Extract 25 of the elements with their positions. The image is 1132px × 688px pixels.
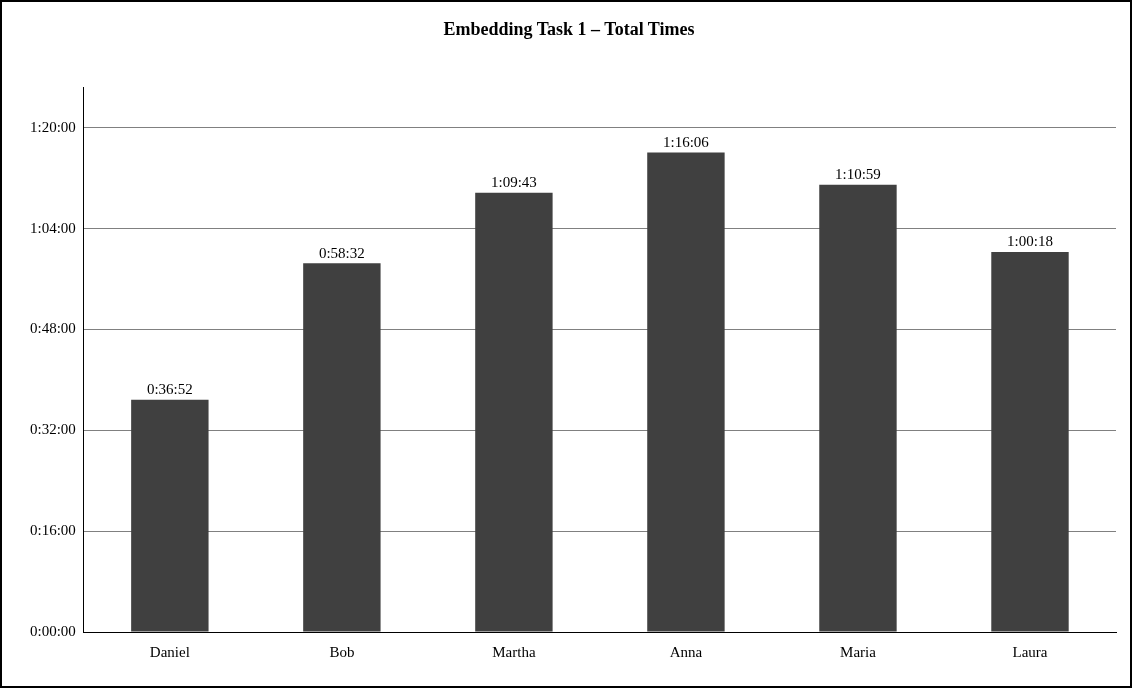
x-tick-label: Anna [669,643,703,660]
chart-title: Embedding Task 1 – Total Times [443,19,695,40]
x-tick-label: Martha [492,643,536,660]
data-label: 0:36:52 [146,381,193,398]
x-tick-label: Bob [329,643,355,660]
data-label: 1:10:59 [835,166,881,183]
data-label: 0:58:32 [318,244,365,261]
y-tick-label: 0:16:00 [29,522,76,539]
data-label: 1:16:06 [663,133,710,150]
bar [303,263,381,632]
x-tick-label: Maria [840,643,877,660]
bar [819,184,897,632]
bar [131,399,209,632]
x-tick-label: Daniel [149,643,190,660]
bar [647,152,725,632]
y-tick-label: 0:00:00 [29,622,76,639]
data-label: 1:09:43 [490,174,537,191]
y-tick-label: 0:48:00 [29,320,76,337]
y-tick-label: 1:20:00 [29,118,76,135]
x-tick-label: Laura [1012,643,1048,660]
bar [475,192,553,632]
bar [991,252,1069,632]
y-tick-label: 0:32:00 [29,421,76,438]
y-tick-label: 1:04:00 [29,219,76,236]
data-label: 1:00:18 [1007,233,1053,250]
